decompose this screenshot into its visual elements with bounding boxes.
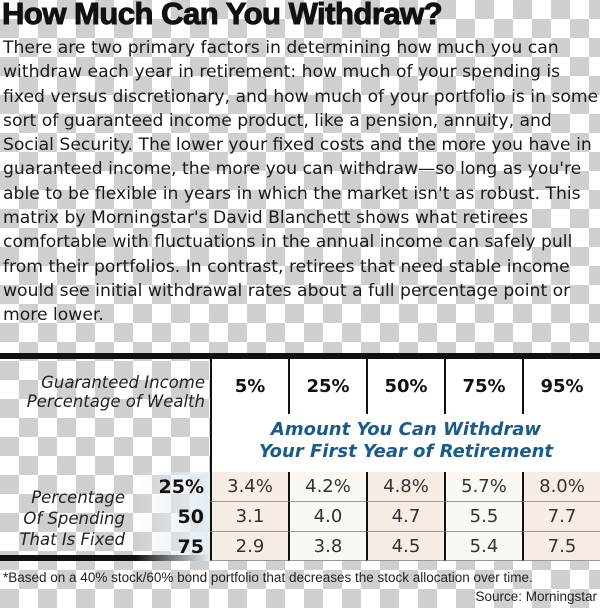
label-line: Percentage xyxy=(31,488,125,507)
label-line: That Is Fixed xyxy=(19,530,125,549)
table-cell: 3.8 xyxy=(288,532,366,561)
table-cell: 2.9 xyxy=(210,532,288,561)
subtitle-line: Your First Year of Retirement xyxy=(258,441,554,462)
body-paragraph: There are two primary factors in determi… xyxy=(3,38,599,326)
table-cell: 4.7 xyxy=(366,502,444,532)
subtitle-line: Amount You Can Withdraw xyxy=(270,419,542,440)
table-cell: 7.5 xyxy=(522,532,600,561)
column-header: 25% xyxy=(288,359,366,414)
column-header-label: Guaranteed Income Percentage of Wealth xyxy=(10,373,205,411)
table-cell: 4.2% xyxy=(288,472,366,502)
table-cell: 5.5 xyxy=(444,502,522,532)
table-cell: 7.7 xyxy=(522,502,600,532)
matrix-subtitle: Amount You Can Withdraw Your First Year … xyxy=(210,414,600,472)
column-header: 5% xyxy=(210,359,288,414)
row-header-label: Percentage Of Spending That Is Fixed xyxy=(10,487,125,550)
footnote: *Based on a 40% stock/60% bond portfolio… xyxy=(3,570,533,585)
label-line: Guaranteed Income xyxy=(41,373,205,392)
row-header: 75 xyxy=(135,532,210,561)
label-line: Of Spending xyxy=(23,509,125,528)
column-header: 95% xyxy=(522,359,600,414)
table-cell: 4.8% xyxy=(366,472,444,502)
table-cell: 8.0% xyxy=(522,472,600,502)
table-cell: 3.4% xyxy=(210,472,288,502)
row-header: 25% xyxy=(135,472,210,502)
column-header: 50% xyxy=(366,359,444,414)
headline: How Much Can You Withdraw? xyxy=(1,0,443,32)
table-cell: 4.5 xyxy=(366,532,444,561)
table-cell: 5.4 xyxy=(444,532,522,561)
withdrawal-matrix: Guaranteed Income Percentage of Wealth 5… xyxy=(0,353,600,561)
table-cell: 5.7% xyxy=(444,472,522,502)
row-header: 50 xyxy=(135,502,210,532)
source-credit: Source: Morningstar xyxy=(475,589,597,604)
column-header: 75% xyxy=(444,359,522,414)
label-line: Percentage of Wealth xyxy=(26,392,205,411)
table-cell: 3.1 xyxy=(210,502,288,532)
table-cell: 4.0 xyxy=(288,502,366,532)
